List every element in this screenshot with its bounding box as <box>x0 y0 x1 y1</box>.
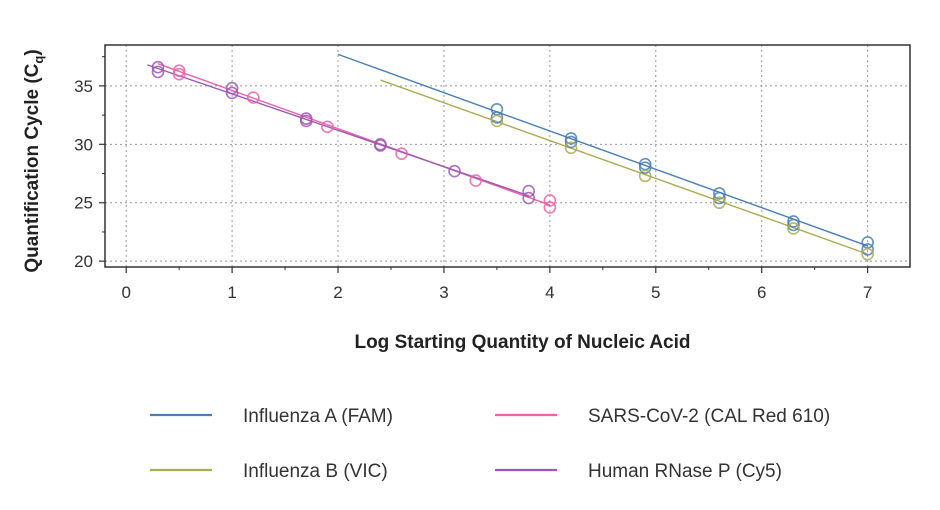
plot-frame <box>104 44 911 268</box>
data-point <box>638 161 652 174</box>
y-axis-title-close: ) <box>22 49 43 55</box>
data-point <box>787 218 800 232</box>
data-point <box>787 222 800 235</box>
legend-label: Human RNase P (Cy5) <box>588 461 782 482</box>
data-point <box>172 67 186 81</box>
legend-label: SARS-CoV-2 (CAL Red 610) <box>588 406 830 427</box>
data-points <box>151 60 874 261</box>
data-point <box>395 147 408 160</box>
y-axis-title-main: Quantification Cycle (C <box>22 63 43 272</box>
legend: Influenza A (FAM) Influenza B (VIC) SARS-C… <box>150 406 830 482</box>
data-point <box>448 164 461 178</box>
axis-ticks: 0 1 2 3 4 5 6 7 20 25 30 35 <box>74 56 872 302</box>
fit-lines <box>147 53 868 255</box>
data-point <box>490 111 504 124</box>
x-tick-label: 3 <box>439 283 448 302</box>
y-tick-label: 20 <box>74 252 93 271</box>
y-tick-label: 30 <box>74 135 93 154</box>
y-tick-label: 25 <box>74 194 93 213</box>
x-tick-label: 5 <box>651 283 660 302</box>
data-point <box>490 114 504 128</box>
fit-line <box>380 79 868 255</box>
fit-line <box>157 63 551 206</box>
x-tick-label: 2 <box>333 283 342 302</box>
legend-label: Influenza A (FAM) <box>243 406 393 427</box>
data-point <box>246 91 260 104</box>
data-point <box>522 184 535 198</box>
x-tick-label: 0 <box>121 283 130 302</box>
data-point <box>299 114 313 128</box>
data-point <box>713 191 726 205</box>
data-point <box>225 86 239 100</box>
legend-label: Influenza B (VIC) <box>243 461 388 482</box>
fit-line <box>147 64 529 197</box>
x-tick-label: 7 <box>863 283 872 302</box>
data-point <box>469 174 483 187</box>
y-tick-label: 35 <box>74 77 93 96</box>
data-point <box>321 120 334 134</box>
data-point <box>374 139 387 152</box>
data-point <box>522 191 535 205</box>
data-point <box>787 215 800 228</box>
data-point <box>543 194 557 207</box>
data-point <box>564 141 578 155</box>
data-point <box>225 81 239 95</box>
data-point <box>638 169 652 183</box>
data-point <box>151 65 165 79</box>
data-point <box>713 187 726 200</box>
data-point <box>151 60 165 74</box>
y-axis-title-subscript: q <box>31 56 46 64</box>
x-tick-label: 6 <box>757 283 766 302</box>
data-point <box>564 132 578 145</box>
data-point <box>861 243 874 256</box>
fit-line <box>337 53 868 247</box>
y-axis-title: Quantification Cycle (Cq) <box>22 49 46 272</box>
data-point <box>543 201 557 214</box>
grid <box>105 45 910 267</box>
data-point <box>172 64 186 78</box>
x-axis-title: Log Starting Quantity of Nucleic Acid <box>354 332 690 353</box>
data-point <box>564 135 578 149</box>
data-point <box>713 196 726 210</box>
x-tick-label: 4 <box>545 283 554 302</box>
data-point <box>861 247 874 261</box>
x-tick-label: 1 <box>227 283 236 302</box>
